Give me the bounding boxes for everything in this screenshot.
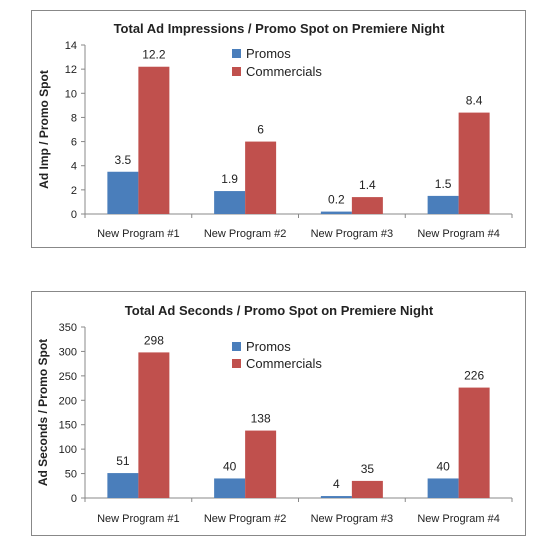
seconds-legend-label: Commercials — [246, 356, 322, 371]
seconds-bar-commercials — [138, 352, 170, 498]
seconds-data-label: 40 — [436, 459, 450, 473]
seconds-data-label: 35 — [361, 462, 375, 476]
impressions-legend-swatch — [232, 49, 241, 58]
impressions-bar-commercials — [245, 141, 277, 214]
impressions-bar-commercials — [138, 66, 170, 214]
impressions-data-label: 6 — [257, 123, 264, 137]
impressions-data-label: 1.5 — [435, 177, 452, 191]
impressions-y-tick-label: 6 — [71, 137, 77, 149]
seconds-y-tick-label: 100 — [59, 444, 77, 456]
seconds-category-label: New Program #2 — [204, 513, 287, 525]
impressions-data-label: 1.4 — [359, 178, 376, 192]
impressions-bar-commercials — [458, 112, 490, 214]
impressions-y-tick-label: 4 — [71, 161, 77, 173]
impressions-chart: Total Ad Impressions / Promo Spot on Pre… — [31, 10, 526, 248]
impressions-y-tick-label: 14 — [65, 40, 77, 52]
seconds-y-tick-label: 350 — [59, 322, 77, 334]
seconds-bar-promos — [107, 473, 139, 498]
seconds-chart-svg: Total Ad Seconds / Promo Spot on Premier… — [36, 303, 513, 525]
impressions-legend-swatch — [232, 67, 241, 76]
impressions-y-axis-label: Ad Imp / Promo Spot — [37, 70, 51, 189]
impressions-title: Total Ad Impressions / Promo Spot on Pre… — [114, 21, 445, 36]
seconds-y-tick-label: 300 — [59, 346, 77, 358]
seconds-data-label: 226 — [464, 369, 484, 383]
seconds-bar-promos — [214, 478, 246, 498]
seconds-category-label: New Program #4 — [417, 513, 500, 525]
seconds-bar-commercials — [245, 430, 277, 498]
seconds-data-label: 138 — [251, 412, 271, 426]
seconds-data-label: 298 — [144, 333, 164, 347]
impressions-y-tick-label: 8 — [71, 112, 77, 124]
impressions-y-tick-label: 2 — [71, 185, 77, 197]
impressions-chart-svg: Total Ad Impressions / Promo Spot on Pre… — [37, 21, 513, 240]
impressions-legend-label: Promos — [246, 46, 291, 61]
seconds-title: Total Ad Seconds / Promo Spot on Premier… — [125, 303, 434, 318]
impressions-y-tick-label: 0 — [71, 209, 77, 221]
seconds-data-label: 4 — [333, 477, 340, 491]
impressions-category-label: New Program #4 — [417, 228, 500, 240]
seconds-data-label: 51 — [116, 454, 130, 468]
impressions-category-label: New Program #2 — [204, 228, 287, 240]
seconds-legend-swatch — [232, 359, 241, 368]
seconds-y-axis-label: Ad Seconds / Promo Spot — [36, 339, 50, 486]
impressions-data-label: 1.9 — [221, 172, 238, 186]
seconds-legend-label: Promos — [246, 339, 291, 354]
impressions-legend-label: Commercials — [246, 64, 322, 79]
impressions-bar-promos — [320, 211, 352, 214]
impressions-data-label: 12.2 — [142, 48, 166, 62]
impressions-data-label: 3.5 — [115, 153, 132, 167]
seconds-category-label: New Program #3 — [311, 513, 394, 525]
seconds-y-tick-label: 250 — [59, 371, 77, 383]
seconds-legend-swatch — [232, 342, 241, 351]
impressions-bar-promos — [214, 191, 246, 214]
seconds-y-tick-label: 50 — [65, 469, 77, 481]
seconds-category-label: New Program #1 — [97, 513, 180, 525]
seconds-bar-promos — [320, 496, 352, 498]
seconds-y-tick-label: 200 — [59, 395, 77, 407]
seconds-y-tick-label: 150 — [59, 420, 77, 432]
seconds-chart: Total Ad Seconds / Promo Spot on Premier… — [31, 291, 526, 536]
impressions-bar-commercials — [351, 197, 383, 214]
seconds-bar-commercials — [458, 387, 490, 498]
impressions-bar-promos — [107, 171, 139, 214]
impressions-data-label: 8.4 — [466, 94, 483, 108]
seconds-bar-commercials — [351, 480, 383, 498]
seconds-bar-promos — [427, 478, 459, 498]
impressions-data-label: 0.2 — [328, 193, 345, 207]
impressions-y-tick-label: 12 — [65, 64, 77, 76]
impressions-category-label: New Program #3 — [311, 228, 394, 240]
seconds-data-label: 40 — [223, 459, 237, 473]
impressions-y-tick-label: 10 — [65, 88, 77, 100]
seconds-y-tick-label: 0 — [71, 493, 77, 505]
impressions-category-label: New Program #1 — [97, 228, 180, 240]
impressions-bar-promos — [427, 195, 459, 214]
